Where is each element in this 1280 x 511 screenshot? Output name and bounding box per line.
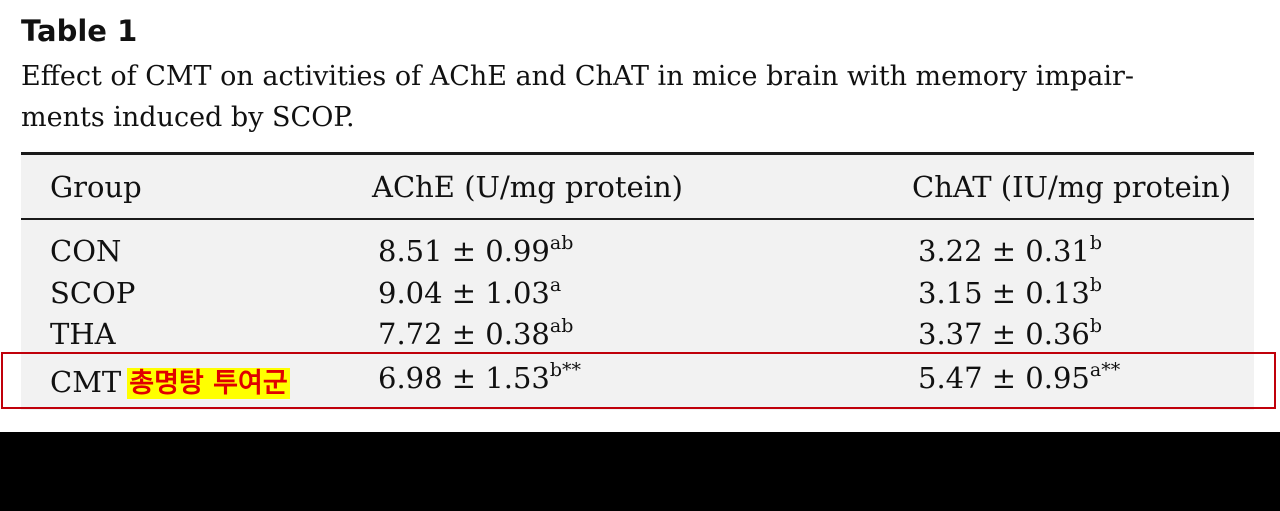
row-con-chat: 3.22 ± 0.31b [918, 232, 1103, 269]
row-tha-chat-sup: b [1089, 315, 1103, 337]
row-con-chat-value: 3.22 ± 0.31 [918, 234, 1090, 268]
caption-line-1: Effect of CMT on activities of AChE and … [21, 61, 1135, 92]
table-caption: Effect of CMT on activities of AChE and … [21, 56, 1261, 138]
row-cmt-chat-value: 5.47 ± 0.95 [918, 361, 1090, 395]
row-scop-chat: 3.15 ± 0.13b [918, 274, 1103, 311]
row-scop-ache: 9.04 ± 1.03a [378, 274, 562, 311]
korean-annotation-label: 총명탕 투여군 [127, 368, 290, 399]
data-table: Group AChE (U/mg protein) ChAT (IU/mg pr… [21, 152, 1254, 410]
row-scop-group: SCOP [50, 276, 136, 310]
row-tha-ache-value: 7.72 ± 0.38 [378, 317, 550, 351]
row-tha-ache-sup: ab [549, 315, 574, 337]
row-cmt-chat-sup: a** [1089, 359, 1121, 381]
table-title: Table 1 [21, 14, 138, 48]
row-scop-ache-value: 9.04 ± 1.03 [378, 276, 550, 310]
header-group: Group [50, 170, 142, 204]
row-scop-chat-sup: b [1089, 274, 1103, 296]
row-con-group: CON [50, 234, 122, 268]
table-top-rule [21, 152, 1254, 155]
row-scop-chat-value: 3.15 ± 0.13 [918, 276, 1090, 310]
row-tha-ache: 7.72 ± 0.38ab [378, 315, 574, 352]
header-ache: AChE (U/mg protein) [372, 170, 683, 204]
row-cmt-ache: 6.98 ± 1.53b** [378, 359, 582, 396]
row-con-ache-value: 8.51 ± 0.99 [378, 234, 550, 268]
table-figure: Table 1 Effect of CMT on activities of A… [0, 0, 1280, 432]
row-cmt-group: CMT 총명탕 투여군 [50, 361, 290, 400]
caption-line-2: ments induced by SCOP. [21, 102, 355, 133]
row-scop-ache-sup: a [549, 274, 562, 296]
row-cmt-chat: 5.47 ± 0.95a** [918, 359, 1121, 396]
row-con-ache: 8.51 ± 0.99ab [378, 232, 574, 269]
row-highlight-box [1, 352, 1276, 409]
row-cmt-group-label: CMT [50, 365, 122, 399]
header-chat: ChAT (IU/mg protein) [912, 170, 1232, 204]
row-tha-group: THA [50, 317, 116, 351]
row-tha-chat: 3.37 ± 0.36b [918, 315, 1103, 352]
table-header-rule [21, 218, 1254, 220]
row-cmt-ache-sup: b** [549, 359, 582, 381]
row-tha-chat-value: 3.37 ± 0.36 [918, 317, 1090, 351]
row-con-chat-sup: b [1089, 232, 1103, 254]
row-cmt-ache-value: 6.98 ± 1.53 [378, 361, 550, 395]
row-con-ache-sup: ab [549, 232, 574, 254]
